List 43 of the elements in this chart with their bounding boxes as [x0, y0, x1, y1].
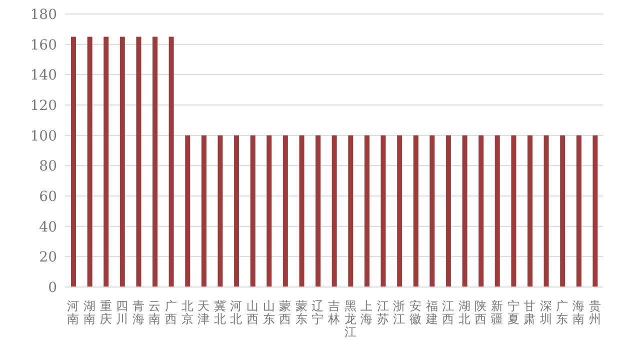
x-tick-label: 四川 — [116, 299, 128, 326]
x-tick-label: 甘肃 — [524, 299, 536, 326]
x-tick-label: 贵州 — [588, 299, 601, 326]
y-tick-label: 60 — [39, 188, 57, 205]
y-tick-label: 140 — [30, 68, 57, 84]
x-tick-label: 江苏 — [376, 299, 389, 326]
x-tick-label: 深圳 — [538, 299, 552, 326]
y-tick-label: 100 — [30, 128, 57, 144]
x-tick-label: 黑龙江 — [344, 299, 356, 339]
x-tick-label: 湖北 — [458, 299, 470, 326]
x-tick-label: 广西 — [164, 299, 177, 326]
y-tick-label: 160 — [30, 37, 57, 54]
x-tick-label: 山东 — [262, 299, 275, 326]
x-tick-label: 天津 — [198, 299, 210, 326]
x-tick-label: 陕西 — [474, 299, 487, 326]
y-tick-label: 20 — [39, 250, 57, 266]
x-tick-label: 上海 — [360, 299, 373, 326]
x-tick-label: 冀北 — [214, 299, 226, 326]
y-tick-label: 180 — [30, 6, 57, 23]
x-tick-label: 山西 — [246, 299, 258, 326]
x-tick-label: 安徽 — [410, 299, 422, 326]
x-tick-label: 河北 — [230, 299, 242, 326]
y-tick-label: 80 — [39, 158, 57, 175]
x-tick-label: 吉林 — [327, 299, 340, 326]
x-tick-label: 浙江 — [393, 299, 406, 326]
x-tick-label: 蒙东 — [295, 299, 308, 326]
x-tick-label: 新疆 — [491, 299, 504, 326]
x-tick-label: 蒙西 — [279, 299, 292, 326]
y-tick-label: 40 — [39, 219, 57, 236]
y-tick-label: 0 — [48, 280, 57, 296]
x-tick-label: 河南 — [67, 299, 80, 326]
y-tick-label: 120 — [30, 98, 57, 114]
x-tick-label: 重庆 — [100, 299, 112, 326]
x-tick-label: 福建 — [424, 299, 438, 326]
x-tick-label: 云南 — [148, 299, 161, 326]
x-tick-label: 湖南 — [83, 299, 96, 326]
x-tick-label: 辽宁 — [312, 299, 324, 326]
x-tick-label: 广东 — [556, 299, 568, 326]
x-tick-label: 青海 — [132, 299, 144, 326]
x-tick-label: 北京 — [181, 299, 194, 326]
x-tick-label: 海南 — [572, 299, 585, 326]
x-tick-label: 宁夏 — [507, 299, 520, 326]
x-tick-label: 江西 — [442, 299, 454, 326]
